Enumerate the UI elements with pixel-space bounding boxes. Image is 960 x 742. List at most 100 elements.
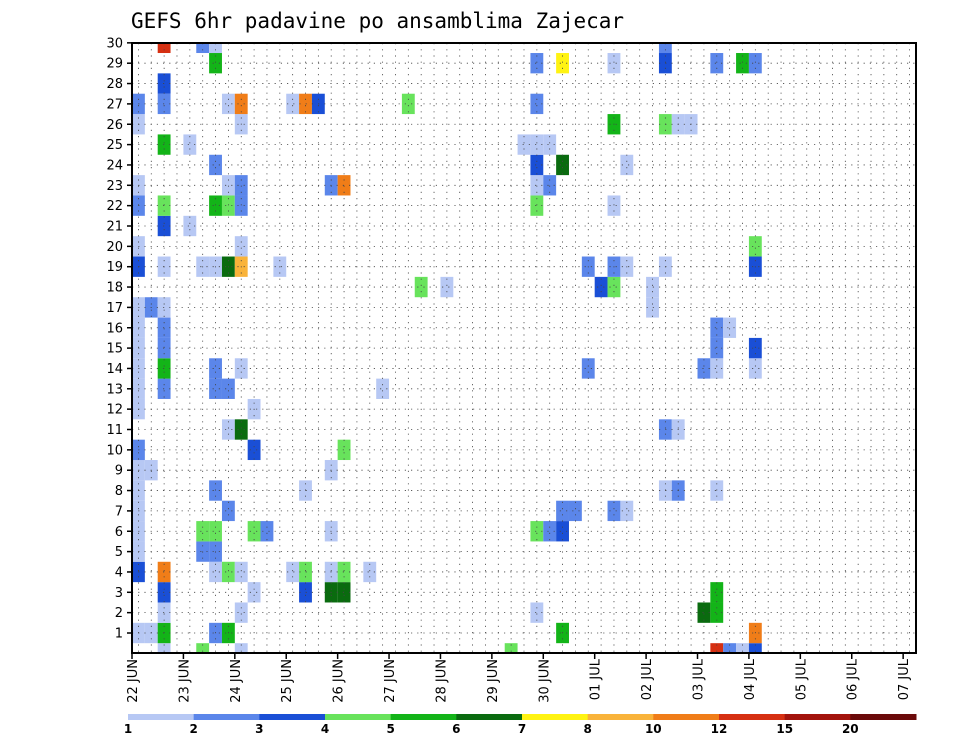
heatmap-cell (736, 643, 749, 653)
heatmap-cell (710, 317, 724, 338)
y-tick-label: 25 (106, 138, 123, 153)
heatmap-cell (530, 195, 544, 216)
heatmap-cell (157, 643, 171, 653)
heatmap-cell (209, 53, 222, 74)
heatmap-cell (543, 175, 557, 196)
heatmap-cell (376, 378, 390, 399)
heatmap-cell (234, 175, 248, 196)
heatmap-cell (710, 358, 724, 379)
heatmap-cell (710, 602, 724, 623)
heatmap-cell (183, 215, 197, 237)
y-tick-label: 17 (106, 301, 123, 316)
heatmap-cell (748, 358, 762, 379)
heatmap-cell (504, 643, 518, 653)
heatmap-cell (401, 93, 415, 115)
legend-color-swatch (587, 714, 654, 720)
y-tick-label: 30 (106, 36, 123, 51)
y-tick-label: 8 (115, 484, 123, 499)
heatmap-cell (620, 154, 634, 176)
y-tick-label: 15 (106, 342, 123, 357)
heatmap-cell (209, 378, 222, 399)
heatmap-cell (748, 337, 762, 359)
heatmap-cell (221, 500, 235, 522)
heatmap-cell (530, 93, 544, 115)
heatmap-cell (607, 500, 621, 522)
heatmap-cell (221, 93, 235, 115)
legend-label: 2 (190, 722, 198, 736)
legend-label: 1 (124, 722, 132, 736)
color-legend: 1 2 3 4 5 6 7 8 10 12 15 20 (124, 714, 917, 736)
heatmap-cell (209, 358, 222, 379)
heatmap-cell (209, 154, 222, 176)
heatmap-cell (543, 134, 557, 155)
heatmap-cell (530, 53, 544, 74)
legend-color-swatch (456, 714, 523, 720)
heatmap-cell (286, 93, 300, 115)
heatmap-cell (736, 53, 749, 74)
y-tick-label: 24 (106, 158, 123, 173)
heatmap-cell (337, 582, 351, 603)
heatmap-cell (234, 358, 248, 379)
heatmap-cell (646, 276, 659, 298)
heatmap-cell (556, 53, 569, 74)
heatmap-cell (710, 643, 724, 653)
heatmap-cell (299, 561, 312, 583)
legend-label: 6 (452, 722, 460, 736)
x-tick-label: 23 JUN (177, 659, 192, 703)
y-tick-label: 6 (115, 525, 123, 540)
y-tick-label: 7 (115, 504, 123, 519)
x-tick-label: 30 JUN (537, 659, 552, 703)
legend-color-swatch (390, 714, 457, 720)
heatmap-cell (299, 582, 312, 603)
y-tick-label: 12 (106, 403, 123, 418)
heatmap-cells (132, 43, 762, 653)
y-tick-label: 20 (106, 240, 123, 255)
heatmap-cell (607, 53, 621, 74)
x-tick-label: 06 JUL (846, 658, 861, 700)
heatmap-cell (414, 276, 428, 298)
heatmap-cell (221, 195, 235, 216)
y-tick-label: 29 (106, 57, 123, 72)
x-tick-label: 27 JUN (383, 659, 398, 703)
legend-color-swatch (719, 714, 786, 720)
heatmap-cell (247, 582, 261, 603)
heatmap-cell (658, 43, 672, 54)
heatmap-cell (209, 43, 222, 54)
heatmap-cell (234, 93, 248, 115)
legend-color-swatch (522, 714, 589, 720)
x-tick-label: 02 JUL (640, 658, 655, 700)
y-tick-label: 9 (115, 464, 123, 479)
x-axis: 22 JUN 23 JUN 24 JUN 25 JUN 26 JUN 27 JUN 28 J… (126, 653, 912, 703)
heatmap-cell (710, 582, 724, 603)
legend-color-swatch (850, 714, 917, 720)
chart-title: GEFS 6hr padavine po ansamblima Zajecar (131, 9, 624, 33)
heatmap-cell (234, 561, 248, 583)
heatmap-cell (748, 236, 762, 257)
x-tick-label: 29 JUN (486, 659, 501, 703)
heatmap-cell (247, 439, 261, 461)
legend-label: 4 (321, 722, 329, 736)
x-tick-label: 05 JUL (794, 658, 809, 700)
heatmap-cell (337, 175, 351, 196)
y-tick-label: 23 (106, 179, 123, 194)
legend-color-swatch (653, 714, 720, 720)
heatmap-cell (196, 43, 210, 54)
y-tick-label: 26 (106, 118, 123, 133)
heatmap-cell (748, 53, 762, 74)
heatmap-cell (530, 134, 544, 155)
legend-label: 15 (776, 722, 793, 736)
legend-label: 10 (645, 722, 662, 736)
heatmap-cell (363, 561, 377, 583)
heatmap-cell (723, 643, 737, 653)
heatmap-cell (209, 561, 222, 583)
heatmap-cell (234, 643, 248, 653)
legend-color-swatch (193, 714, 260, 720)
heatmap-cell (260, 521, 274, 542)
y-tick-label: 11 (106, 423, 123, 438)
heatmap-cell (556, 521, 569, 542)
y-tick-label: 21 (106, 220, 123, 235)
y-tick-label: 4 (115, 565, 123, 580)
heatmap-cell (286, 561, 300, 583)
heatmap-cell (581, 358, 595, 379)
heatmap-cell (517, 134, 531, 155)
